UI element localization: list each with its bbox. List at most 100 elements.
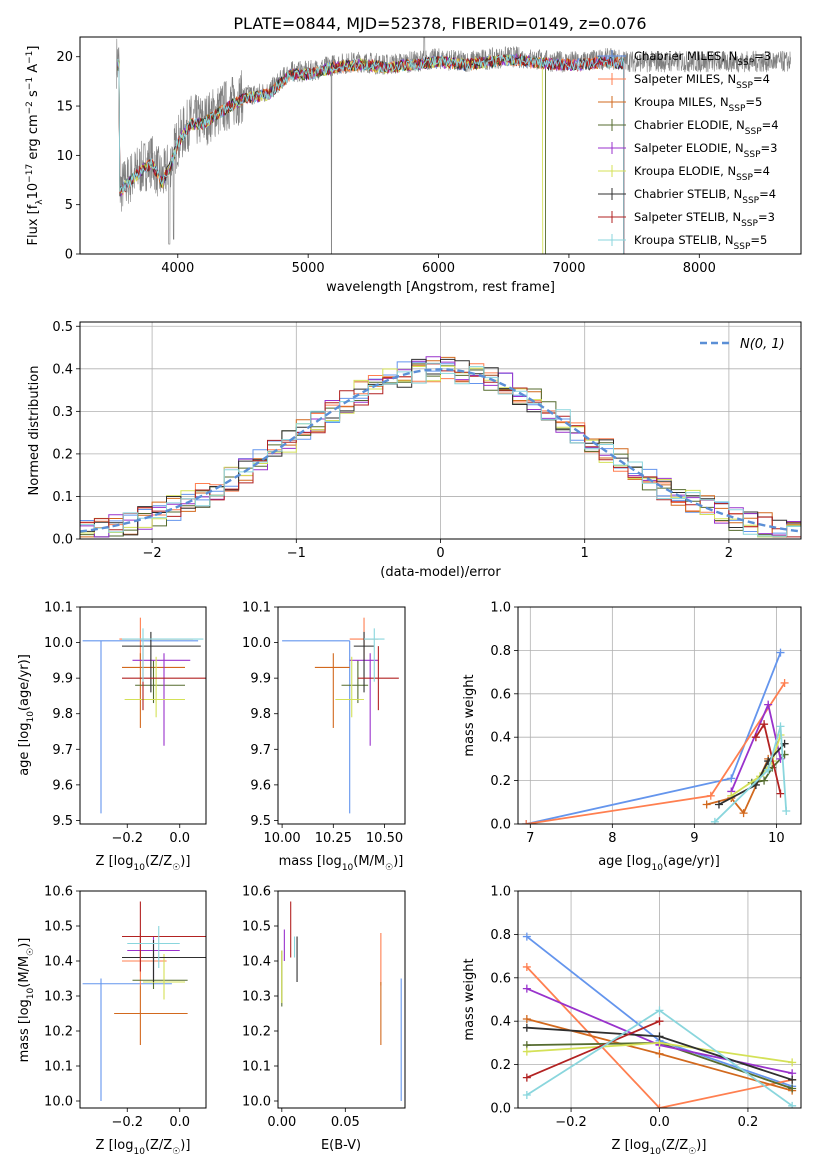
y-tick-label: 0.6 [490,971,511,986]
weight-marker [706,791,715,800]
model-fit-line-6 [117,53,544,254]
y-tick-label: 15 [56,100,73,115]
y-tick-label: 10.5 [44,920,73,935]
legend-entry-label: Chabrier STELIB, NSSP=4 [634,187,776,206]
weight-marker [522,820,531,824]
spectrum-legend: Chabrier MILES, NSSP=3 Salpeter MILES, NS… [598,49,779,252]
residual-histogram-7 [80,358,801,539]
legend-entry-label: Kroupa STELIB, NSSP=5 [634,233,767,252]
residuals-x-axis-label: (data-model)/error [380,565,501,580]
y-tick-label: 5 [65,198,73,213]
model-fit-line-1 [117,54,625,254]
weight-marker [522,932,531,941]
model-fit-line-7 [117,53,625,254]
mass-vs-Z-y-axis-label: mass [log10(M/M☉)] [17,938,36,1063]
weight-marker [714,800,723,809]
weight-marker [760,776,769,785]
weight-vs-Z-x-axis-label: Z [log10(Z/Z☉)] [612,1138,707,1157]
y-tick-label: 10.0 [242,636,271,651]
x-tick-label: 0.0 [169,831,190,846]
y-tick-label: 10.4 [242,955,271,970]
y-tick-label: 10.3 [44,990,73,1005]
y-tick-label: 0.5 [52,320,73,335]
x-tick-label: 6000 [422,261,455,276]
y-tick-label: 1.0 [490,885,511,900]
weight-marker [522,1047,531,1056]
y-tick-label: 10 [56,149,73,164]
normal-legend-label: N(0, 1) [740,337,785,352]
spectrum-y-axis-label: Flux [fλ10−17 erg cm−2 s−1 A−1] [25,46,45,246]
weight-marker [788,1058,797,1067]
weight_vs_Z-axes: −0.2 0.0 0.2 0.0 0.2 0.4 0.6 0.8 1.0 [490,885,801,1130]
weight-marker [760,720,769,729]
y-tick-label: 10.2 [242,1025,271,1040]
weight_vs_age-y-axis-label: mass weight [462,674,477,756]
x-tick-label: 9 [690,831,698,846]
age-vs-Z-x-axis-label: Z [log10(Z/Z☉)] [96,854,191,873]
weight-marker [522,1023,531,1032]
y-tick-label: 0.2 [52,447,73,462]
y-tick-label: 9.9 [52,672,73,687]
y-tick-label: 10.1 [242,1060,271,1075]
weight_vs_age-axes: 7 8 9 10 0.0 0.2 0.4 0.6 0.8 1.0 [490,601,801,846]
weight-marker [776,722,785,731]
weight-marker [655,1017,664,1026]
weight-marker [655,1104,664,1108]
y-tick-label: 0.0 [490,818,511,833]
weight-marker [710,817,719,824]
y-tick-label: 0 [65,248,73,263]
age-vs-mass-x-axis-label: mass [log10(M/M☉)] [279,854,404,873]
x-tick-label: −2 [143,546,162,561]
model-fit-line-3 [117,55,625,254]
y-tick-label: 9.9 [250,672,271,687]
weight-marker [788,1075,797,1084]
y-tick-label: 9.7 [52,743,73,758]
weight-marker [655,1006,664,1015]
y-tick-label: 0.2 [490,774,511,789]
x-tick-label: −0.2 [111,831,143,846]
age_vs_Z-axes: −0.2 0.0 9.5 9.6 9.7 9.8 9.9 10.0 10.1 [44,601,190,847]
y-tick-label: 10.4 [44,955,73,970]
y-tick-label: 0.0 [490,1102,511,1117]
y-tick-label: 10.6 [242,885,271,900]
y-tick-label: 9.7 [250,743,271,758]
legend-entry-label: Salpeter ELODIE, NSSP=3 [634,141,777,160]
x-tick-label: 8 [608,831,616,846]
weight-marker [522,962,531,971]
legend-entry-label: Chabrier MILES, NSSP=3 [634,49,771,68]
weight-line-6 [730,734,782,797]
weight_vs_Z-frame [517,890,802,1109]
weight-line-7 [718,743,786,806]
y-tick-label: 10.0 [44,636,73,651]
weight-line-9 [714,726,788,823]
weight-marker [655,1032,664,1041]
age_vs_Z-frame [79,606,207,825]
x-tick-label: 0.00 [267,1115,296,1130]
y-tick-label: 0.8 [490,928,511,943]
weight-vs-age-x-axis-label: age [log10(age/yr)] [598,854,720,873]
x-tick-label: 10.50 [366,831,403,846]
x-tick-label: 10.25 [315,831,352,846]
y-tick-label: 0.2 [490,1058,511,1073]
y-tick-label: 10.1 [44,601,73,616]
mass-vs-Z-x-axis-label: Z [log10(Z/Z☉)] [96,1138,191,1157]
weight-line-2 [526,966,793,1108]
y-tick-label: 0.4 [490,1015,511,1030]
x-tick-label: 10.00 [263,831,300,846]
x-tick-label: 0.0 [169,1115,190,1130]
model-fit-line-2 [117,53,625,254]
spectrum-frame [79,36,802,255]
y-tick-label: 9.8 [52,707,73,722]
x-tick-label: 0 [436,546,444,561]
x-tick-label: 8000 [683,261,716,276]
mass_vs_EBV-axes: 0.00 0.05 10.0 10.1 10.2 10.3 10.4 10.5 10.6 [242,885,360,1131]
age_vs_mass-axes: 10.00 10.25 10.50 9.5 9.6 9.7 9.8 9.9 10.0 10.1 [242,601,403,847]
legend-entry-label: Salpeter STELIB, NSSP=3 [634,210,775,229]
y-tick-label: 0.0 [52,533,73,548]
legend-entry-label: Salpeter MILES, NSSP=4 [634,72,770,91]
y-tick-label: 9.5 [52,814,73,829]
weight-marker [655,1049,664,1058]
spectrum-x-axis-label: wavelength [Angstrom, rest frame] [326,280,555,295]
weight-line-2 [526,682,786,824]
